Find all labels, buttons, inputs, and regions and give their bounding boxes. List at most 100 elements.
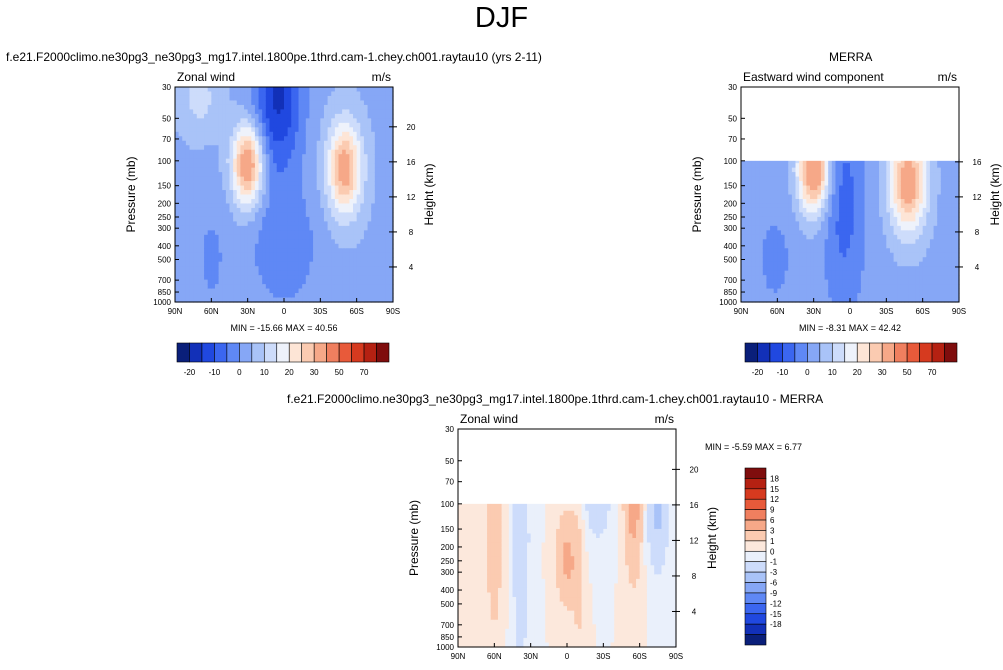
panel1-cell — [298, 248, 303, 254]
panel2-cell — [770, 230, 775, 236]
panel1-cell — [342, 167, 347, 173]
panel1-cell — [291, 131, 296, 137]
panel1-cell — [316, 176, 321, 182]
panel1-cell — [280, 87, 285, 93]
panel1-cell — [327, 252, 332, 258]
panel1-cell — [294, 190, 300, 196]
panel1-cell — [302, 163, 307, 169]
panel1-cell — [298, 113, 303, 119]
panel1-cell — [229, 284, 234, 290]
panel2-cell — [777, 207, 782, 214]
panel2-cell — [839, 172, 844, 178]
panel1-cell — [327, 270, 332, 276]
panel2-ytick-label: 700 — [724, 276, 738, 285]
panel1-cell — [309, 176, 314, 182]
panel1-cell — [305, 172, 311, 178]
panel1-cell — [360, 87, 365, 93]
panel1-colorbar-label: 30 — [310, 368, 319, 377]
panel1-cell — [349, 158, 354, 164]
panel1-cell — [345, 172, 350, 178]
panel1-cell — [225, 176, 231, 182]
panel1-cell — [291, 207, 296, 214]
panel1-cell — [291, 100, 296, 106]
panel1-cell — [269, 261, 274, 267]
panel1-cell — [258, 297, 263, 303]
panel2-cell — [777, 288, 782, 294]
panel1-cell — [265, 275, 271, 281]
panel1-cell — [342, 275, 347, 281]
panel1-cell — [316, 185, 321, 191]
panel3-cell — [458, 533, 463, 539]
panel1-cell — [353, 194, 358, 200]
panel1-cell — [345, 118, 350, 124]
panel1-cell — [229, 190, 234, 196]
panel1-cell — [276, 266, 281, 272]
panel1-cell — [363, 270, 369, 276]
panel1-cell — [338, 270, 343, 276]
panel1-cell — [298, 140, 303, 146]
panel1-cell — [244, 198, 249, 205]
panel2-cell — [897, 167, 902, 173]
panel2-cell — [886, 198, 891, 205]
panel2-cell — [926, 234, 931, 240]
panel1-cell — [207, 172, 212, 178]
panel1-cell — [305, 270, 311, 276]
panel1-cell — [367, 140, 372, 146]
panel1-cell — [218, 239, 223, 245]
panel1-cell — [345, 109, 350, 115]
panel1-cell — [331, 87, 336, 93]
panel2-cell — [824, 172, 829, 178]
panel1-cell — [193, 95, 198, 102]
panel2-cell — [937, 275, 942, 281]
panel2-cell — [799, 293, 804, 299]
panel1-cell — [222, 113, 227, 119]
panel2-cell — [810, 293, 815, 299]
panel2-cell — [853, 221, 858, 227]
panel1-cell — [251, 225, 256, 231]
panel1-cell — [345, 190, 350, 196]
panel2-cell — [926, 252, 931, 258]
panel1-cell — [309, 279, 314, 285]
panel2-cell — [937, 163, 942, 169]
panel2-cell — [940, 261, 946, 267]
panel2-cell — [955, 266, 960, 272]
panel2-cell — [820, 234, 826, 240]
panel1-cell — [356, 198, 361, 205]
panel1-cell — [305, 284, 311, 290]
panel1-cell — [269, 234, 274, 240]
panel2-cell — [799, 234, 804, 240]
panel2-cell — [900, 279, 906, 285]
panel2-cell — [791, 194, 797, 200]
panel2-cell — [744, 163, 749, 169]
panel1-cell — [313, 87, 318, 93]
panel1-cell — [233, 243, 238, 249]
panel1-cell — [182, 203, 187, 209]
panel1-cell — [338, 109, 343, 115]
panel1-cell — [309, 167, 314, 173]
panel1-cell — [349, 234, 354, 240]
panel2-cell — [897, 275, 902, 281]
panel1-cell — [233, 230, 238, 236]
panel1-cell — [244, 297, 249, 303]
panel2-cell — [741, 190, 746, 196]
panel1-cell — [374, 234, 380, 240]
panel1-cell — [378, 284, 383, 290]
panel2-cell — [857, 270, 862, 276]
panel2-cell — [741, 212, 746, 218]
panel2-cell — [919, 261, 924, 267]
panel2-cell — [751, 181, 757, 187]
panel2-cell — [813, 207, 818, 214]
panel2-cell — [853, 297, 858, 303]
panel2-cell — [882, 185, 887, 191]
panel1-cell — [374, 221, 380, 227]
panel2-cell — [813, 252, 818, 258]
panel1-cell — [244, 131, 249, 137]
panel1-cell — [298, 163, 303, 169]
panel2-cell — [857, 181, 862, 187]
panel1-cell — [360, 131, 365, 137]
panel1-cell — [200, 225, 205, 231]
panel2-cell — [831, 270, 837, 276]
panel2-cell — [741, 230, 746, 236]
panel1-cell — [374, 248, 380, 254]
panel2-cell — [879, 190, 884, 196]
